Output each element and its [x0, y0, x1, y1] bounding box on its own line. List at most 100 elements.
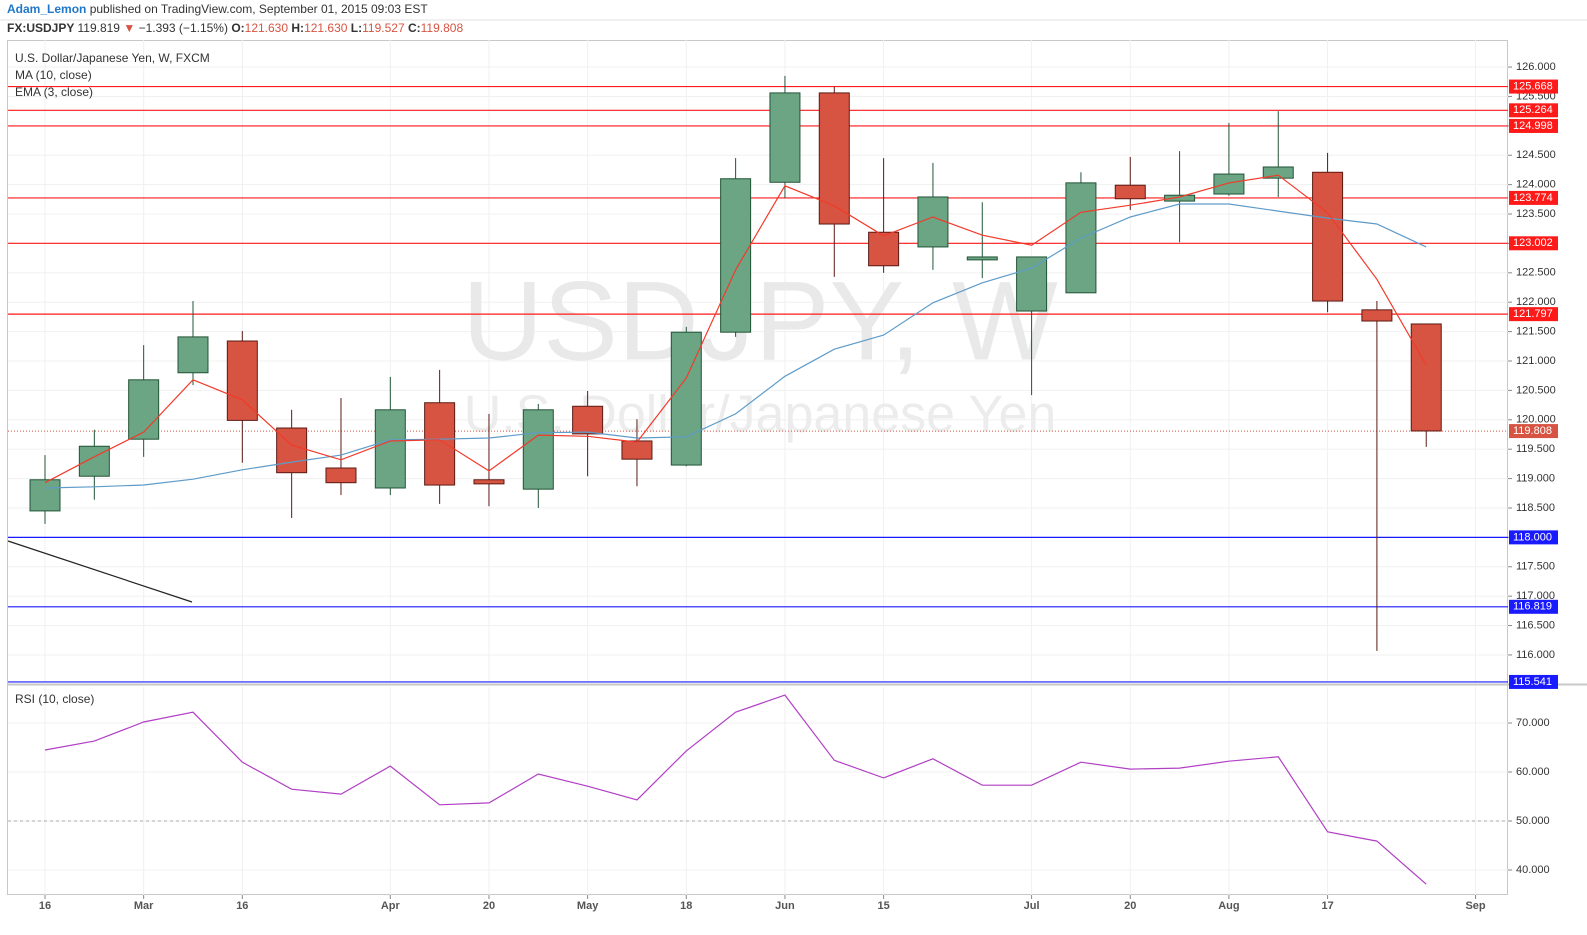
x-tick-label: 15 — [877, 900, 889, 912]
symbol: FX:USDJPY — [7, 21, 74, 35]
close: 119.808 — [421, 21, 464, 35]
level-label: 123.774 — [1513, 192, 1553, 204]
x-tick-label: Jul — [1024, 900, 1040, 912]
trend-line — [7, 540, 193, 603]
x-tick-label: Mar — [134, 900, 154, 912]
candle-body — [621, 440, 653, 460]
chart-title: RSI (10, close) — [15, 692, 94, 706]
candle-body — [29, 479, 61, 512]
y-tick-label: 120.500 — [1516, 384, 1556, 396]
candle-body — [522, 409, 554, 490]
candle-body — [226, 340, 258, 421]
candle-body — [1016, 256, 1048, 312]
level-label-box — [1509, 236, 1558, 251]
level-label-box — [1509, 599, 1558, 614]
level-label: 115.541 — [1513, 676, 1552, 688]
y-tick-label: 117.500 — [1516, 561, 1555, 573]
candle-body — [325, 467, 357, 484]
candle-body — [670, 331, 702, 466]
series-line — [44, 203, 1427, 489]
y-tick-label: 119.500 — [1516, 443, 1555, 455]
candle-body — [1164, 194, 1196, 202]
level-label: 124.998 — [1513, 120, 1553, 132]
candle-body — [1114, 184, 1146, 200]
y-tick-label: 121.000 — [1516, 355, 1556, 367]
series-line — [44, 174, 1427, 484]
y-tick-label: 123.500 — [1516, 208, 1556, 220]
y-tick-label: 116.000 — [1516, 649, 1555, 661]
candle-body — [720, 178, 752, 333]
level-label: 118.000 — [1513, 531, 1552, 543]
candle-body — [78, 445, 110, 477]
change: −1.393 (−1.15%) — [139, 21, 228, 35]
candle-body — [1262, 166, 1294, 179]
plot-layer: 116.000 116.500 117.000 117.500 118.000 118.5… — [8, 40, 1558, 912]
x-tick-label: Apr — [381, 900, 401, 912]
y-tick-label: 126.000 — [1516, 61, 1556, 73]
candle-body — [769, 92, 801, 183]
y-tick-label: 40.000 — [1516, 864, 1550, 876]
y-tick-label: 117.000 — [1516, 590, 1555, 602]
legend-entry: EMA (3, close) — [15, 85, 93, 99]
level-label-box — [1509, 118, 1558, 133]
level-label-box — [1509, 674, 1558, 689]
y-tick-label: 122.000 — [1516, 296, 1556, 308]
candle-body — [1312, 171, 1344, 302]
last-price-box — [1509, 424, 1558, 439]
y-tick-label: 120.000 — [1516, 414, 1556, 426]
level-label: 125.264 — [1513, 104, 1553, 116]
y-tick-label: 124.500 — [1516, 149, 1556, 161]
close-label: C: — [408, 21, 421, 35]
quote-line: FX:USDJPY 119.819 ▼ −1.393 (−1.15%) O:12… — [7, 21, 463, 35]
last-price-label: 119.808 — [1513, 425, 1552, 437]
level-label-box — [1509, 79, 1558, 94]
y-tick-label: 70.000 — [1516, 717, 1550, 729]
open: 121.630 — [245, 21, 289, 35]
level-label: 123.002 — [1513, 237, 1553, 249]
x-tick-label: 20 — [1124, 900, 1136, 912]
y-tick-label: 60.000 — [1516, 766, 1550, 778]
candle-body — [1361, 309, 1393, 322]
x-tick-label: Jun — [775, 900, 795, 912]
low: 119.527 — [362, 21, 405, 35]
level-label: 116.819 — [1513, 601, 1552, 613]
y-tick-label: 50.000 — [1516, 815, 1550, 827]
header-line: Adam_Lemon published on TradingView.com,… — [7, 2, 428, 16]
candle-body — [966, 256, 998, 261]
x-tick-label: 17 — [1321, 900, 1333, 912]
series-line — [44, 694, 1427, 885]
level-label-box — [1509, 530, 1558, 545]
level-label: 121.797 — [1513, 308, 1553, 320]
candle-body — [473, 479, 505, 485]
price: 119.819 — [77, 21, 120, 35]
low-label: L: — [351, 21, 362, 35]
y-tick-label: 124.000 — [1516, 179, 1556, 191]
published: published on TradingView.com, September … — [90, 2, 429, 16]
x-tick-label: 16 — [39, 900, 51, 912]
chart-title: U.S. Dollar/Japanese Yen, W, FXCM — [15, 51, 210, 65]
candle-body — [818, 92, 850, 225]
level-label: 125.668 — [1513, 80, 1553, 92]
candle-body — [1213, 173, 1245, 195]
level-label-box — [1509, 103, 1558, 118]
x-tick-label: 18 — [680, 900, 692, 912]
y-tick-label: 119.000 — [1516, 472, 1555, 484]
x-tick-label: Aug — [1218, 900, 1239, 912]
arrow: ▼ — [123, 21, 135, 35]
candle-body — [868, 231, 900, 267]
candle-body — [374, 409, 406, 489]
legend-entry: MA (10, close) — [15, 68, 92, 82]
candle-body — [424, 402, 456, 486]
x-tick-label: May — [577, 900, 599, 912]
plot-frame — [7, 40, 1508, 895]
candle-body — [128, 379, 160, 440]
level-label-box — [1509, 190, 1558, 205]
open-label: O: — [231, 21, 244, 35]
y-tick-label: 121.500 — [1516, 326, 1556, 338]
level-label-box — [1509, 307, 1558, 322]
candle-body — [917, 196, 949, 248]
x-tick-label: 20 — [483, 900, 495, 912]
author[interactable]: Adam_Lemon — [7, 2, 86, 16]
